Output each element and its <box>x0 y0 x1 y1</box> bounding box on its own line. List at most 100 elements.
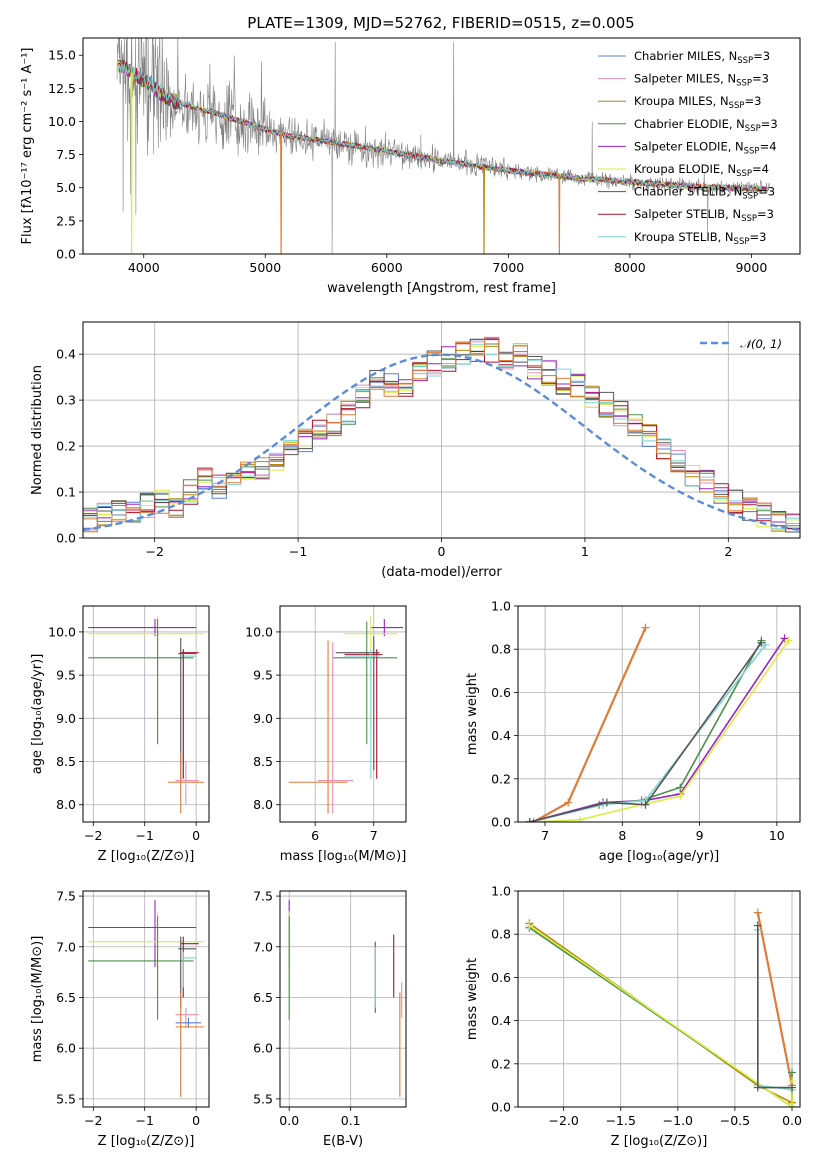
panel-residuals: −2 −1 0 1 2 0.0 0.1 0.2 0.3 0.4 (data-model)/error… <box>30 321 801 580</box>
weight-marker-kroupa_elodie <box>676 792 685 801</box>
y-tick-label: 6.0 <box>253 1041 273 1056</box>
x-tick-label: −1 <box>289 544 307 559</box>
y-tick-label: 0.6 <box>491 685 511 700</box>
weight-line-orange <box>532 627 647 822</box>
x-axis-label: wavelength [Angstrom, rest frame] <box>327 281 556 296</box>
y-tick-label: 12.5 <box>48 81 76 96</box>
axes-frame <box>517 890 801 1108</box>
legend-sub: SSP <box>736 79 752 89</box>
y-axis-label: mass weight <box>465 673 480 755</box>
weight-marker-chabrier_stelib <box>788 1083 797 1092</box>
y-tick-label: 0.3 <box>56 393 76 408</box>
y-axis-label: mass weight <box>465 958 480 1040</box>
y-tick-label: 10.0 <box>245 624 273 639</box>
legend-label: Kroupa STELIB, N <box>634 230 734 244</box>
legend-label: Salpeter MILES, N <box>634 72 736 86</box>
weight-marker-kroupa_elodie <box>784 636 793 645</box>
y-axis-label: Normed distribution <box>30 365 45 495</box>
axes-frame <box>279 890 407 1108</box>
y-tick-label: 15.0 <box>48 48 76 63</box>
plot-area-mass-vs-ebv <box>288 900 403 1097</box>
legend-sub: SSP <box>744 146 760 156</box>
x-tick-label: 8 <box>618 828 626 843</box>
plot-area-mass-vs-Z <box>88 900 204 1097</box>
masked-dropout <box>280 133 283 254</box>
legend-label: Chabrier STELIB, N <box>634 185 742 199</box>
x-tick-label: 6000 <box>371 260 403 275</box>
y-axis-label: mass [log₁₀(M/M⊙)] <box>30 936 45 1063</box>
axes-frame <box>82 37 801 255</box>
y-tick-label: 9.0 <box>253 711 273 726</box>
y-tick-label: 0.2 <box>56 439 76 454</box>
weight-marker-chabrier_elodie <box>676 783 685 792</box>
weight-marker-orange <box>529 818 538 822</box>
legend-label: Salpeter STELIB, N <box>634 207 741 221</box>
x-axis-label: Z [log₁₀(Z/Z⊙)] <box>98 1134 195 1149</box>
normal-curve <box>83 353 800 532</box>
x-tick-label: 6 <box>311 828 319 843</box>
legend-entry-kroupa_elodie: Kroupa ELODIE, NSSP=4 <box>634 162 769 179</box>
y-tick-label: 0.4 <box>56 347 76 362</box>
x-axis-label: (data-model)/error <box>381 565 502 580</box>
axes-frame <box>82 890 210 1108</box>
legend-entry-chabrier_miles: Chabrier MILES, NSSP=3 <box>634 49 770 66</box>
legend-suffix: =3 <box>757 207 774 221</box>
y-tick-label: 8.5 <box>253 754 273 769</box>
axes-frame <box>279 605 407 823</box>
x-tick-label: 7 <box>370 828 378 843</box>
x-tick-label: 7 <box>541 828 549 843</box>
panel-weight-vs-age: 7 8 9 10 0.0 0.2 0.4 0.6 0.8 1.0 age [log₁₀(age/yr… <box>465 599 801 864</box>
panel-spectrum: 4000 5000 6000 7000 8000 9000 0.0 2.5 5.0 7.5 10.0… <box>20 37 801 296</box>
y-tick-label: 1.0 <box>491 599 511 614</box>
y-tick-label: 0.1 <box>56 485 76 500</box>
y-tick-label: 0.4 <box>491 728 511 743</box>
plot-area-weight-vs-Z <box>525 908 797 1107</box>
x-tick-label: −1 <box>135 828 153 843</box>
y-tick-label: 0.0 <box>56 531 76 546</box>
x-tick-label: 5000 <box>249 260 281 275</box>
x-tick-label: −2 <box>84 828 102 843</box>
y-tick-label: 9.5 <box>56 668 76 683</box>
legend-sub: SSP <box>737 56 753 66</box>
x-tick-label: 10 <box>769 828 785 843</box>
y-tick-label: 5.5 <box>56 1091 76 1106</box>
y-tick-label: 0.4 <box>491 1013 511 1028</box>
legend-sub: SSP <box>741 214 757 224</box>
plot-area-age-vs-Z <box>88 616 204 814</box>
x-axis-label: Z [log₁₀(Z/Z⊙)] <box>611 1134 708 1149</box>
panel-mass-vs-ebv: 0.0 0.1 5.5 6.0 6.5 7.0 7.5 E(B-V) <box>253 889 407 1149</box>
x-tick-label: 0.1 <box>341 1113 361 1128</box>
weight-line-kroupa_miles <box>528 922 793 1104</box>
weight-marker-chabrier_stelib <box>757 638 766 647</box>
y-tick-label: 7.5 <box>56 889 76 904</box>
y-tick-label: 8.5 <box>56 754 76 769</box>
x-tick-label: −2 <box>84 1113 102 1128</box>
legend-sub: SSP <box>736 169 752 179</box>
legend-suffix: =3 <box>761 117 778 131</box>
legend-suffix: =3 <box>749 230 766 244</box>
weight-marker-chabrier_stelib <box>602 798 611 807</box>
y-tick-label: 1.0 <box>491 884 511 899</box>
histogram-orange <box>83 336 800 538</box>
panel-weight-vs-Z: −2.0 −1.5 −1.0 −0.5 0.0 0.0 0.2 0.4 0.6 0.8 1.0 Z [… <box>465 884 802 1150</box>
x-tick-label: 0 <box>438 544 446 559</box>
weight-marker-chabrier_stelib <box>641 800 650 809</box>
y-tick-label: 10.0 <box>48 624 76 639</box>
legend-label: Kroupa MILES, N <box>634 94 729 108</box>
weight-marker-orange <box>564 798 573 807</box>
weight-line-kroupa_stelib <box>756 929 793 1091</box>
legend-suffix: =4 <box>752 162 769 176</box>
x-tick-label: 4000 <box>128 260 160 275</box>
x-tick-label: 9 <box>696 828 704 843</box>
x-axis-label: Z [log₁₀(Z/Z⊙)] <box>98 849 195 864</box>
y-tick-label: 0.2 <box>491 1056 511 1071</box>
legend-suffix: =3 <box>753 49 770 63</box>
weight-marker-chabrier_stelib <box>525 818 534 822</box>
legend-label: Chabrier MILES, N <box>634 49 737 63</box>
weight-marker-kroupa_elodie <box>788 1103 797 1107</box>
legend-suffix: =3 <box>744 94 761 108</box>
legend-sub: SSP <box>745 124 761 134</box>
y-tick-label: 0.2 <box>491 771 511 786</box>
